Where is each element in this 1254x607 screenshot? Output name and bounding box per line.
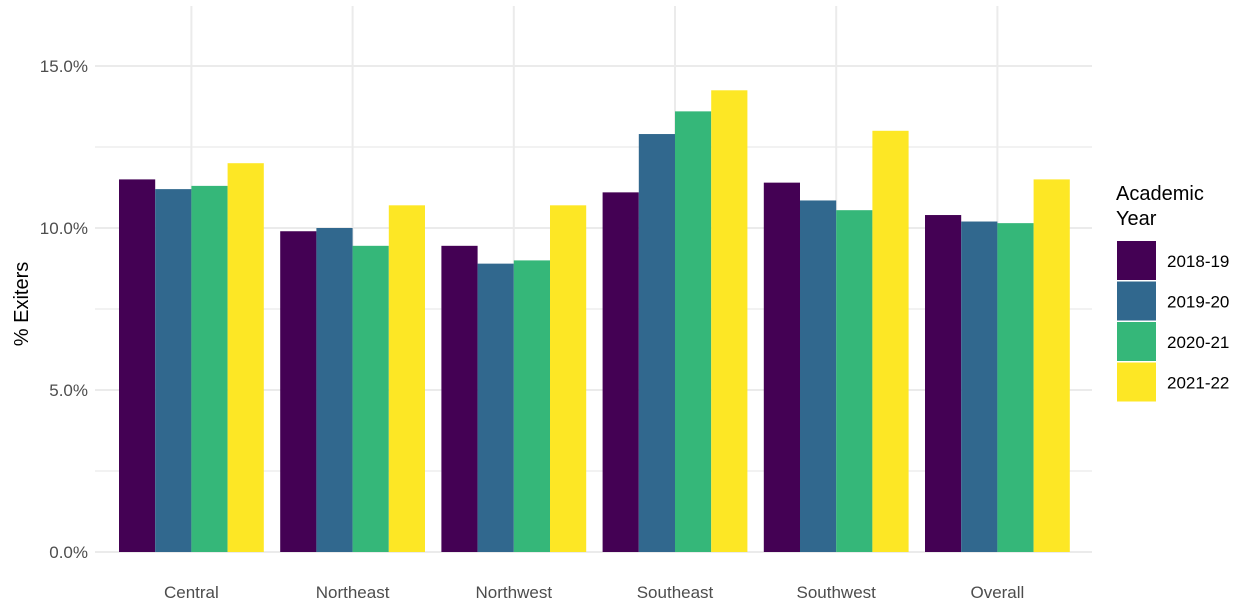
bar-overall-2018-19 bbox=[925, 215, 962, 553]
x-tick-label-central: Central bbox=[164, 583, 219, 602]
bar-northwest-2021-22 bbox=[550, 205, 587, 552]
bar-southwest-2019-20 bbox=[800, 200, 837, 552]
y-axis-title: % Exiters bbox=[11, 262, 33, 346]
legend-title-line-2: Year bbox=[1116, 208, 1157, 230]
y-tick-label: 5.0% bbox=[49, 381, 88, 400]
bar-central-2018-19 bbox=[119, 179, 156, 552]
bar-southeast-2019-20 bbox=[638, 134, 675, 553]
bar-overall-2019-20 bbox=[961, 221, 998, 552]
legend-label-2018-19: 2018-19 bbox=[1167, 252, 1229, 271]
legend-label-2020-21: 2020-21 bbox=[1167, 333, 1229, 352]
bar-overall-2020-21 bbox=[997, 223, 1034, 552]
x-tick-label-overall: Overall bbox=[970, 583, 1024, 602]
bar-northeast-2019-20 bbox=[316, 228, 353, 552]
x-tick-label-southwest: Southwest bbox=[797, 583, 877, 602]
bar-overall-2021-22 bbox=[1033, 179, 1070, 552]
bar-southeast-2021-22 bbox=[711, 90, 748, 553]
bar-southwest-2018-19 bbox=[763, 182, 800, 552]
x-tick-label-northwest: Northwest bbox=[476, 583, 553, 602]
bar-southeast-2018-19 bbox=[602, 192, 639, 553]
bar-northeast-2021-22 bbox=[388, 205, 425, 552]
legend-key-2020-21 bbox=[1117, 322, 1156, 361]
legend-key-2021-22 bbox=[1117, 362, 1156, 402]
y-tick-labels: 0.0% 5.0% 10.0% 15.0% bbox=[40, 57, 88, 562]
y-tick-label: 15.0% bbox=[40, 57, 88, 76]
y-tick-label: 0.0% bbox=[49, 543, 88, 562]
legend-label-2019-20: 2019-20 bbox=[1167, 293, 1229, 312]
bar-northeast-2020-21 bbox=[352, 245, 389, 552]
bar-central-2019-20 bbox=[155, 189, 192, 552]
legend-key-2019-20 bbox=[1117, 281, 1156, 321]
legend-title-line-1: Academic bbox=[1116, 183, 1204, 205]
bar-central-2021-22 bbox=[227, 163, 264, 552]
y-tick-label: 10.0% bbox=[40, 219, 88, 238]
legend-key-2018-19 bbox=[1117, 241, 1156, 280]
x-tick-labels: Central Northeast Northwest Southeast Southw… bbox=[164, 583, 1024, 602]
bar-northwest-2020-21 bbox=[513, 260, 550, 552]
legend-label-2021-22: 2021-22 bbox=[1167, 374, 1229, 393]
bar-southwest-2021-22 bbox=[872, 130, 909, 553]
bar-southeast-2020-21 bbox=[675, 111, 712, 553]
x-tick-label-southeast: Southeast bbox=[637, 583, 714, 602]
bars bbox=[119, 90, 1070, 553]
bar-northwest-2018-19 bbox=[441, 245, 478, 552]
bar-central-2020-21 bbox=[191, 185, 228, 552]
x-tick-label-northeast: Northeast bbox=[316, 583, 390, 602]
bar-northwest-2019-20 bbox=[477, 263, 514, 552]
bar-northeast-2018-19 bbox=[280, 231, 317, 553]
legend: Academic Year 2018-19 2019-20 2020-21 2021-… bbox=[1116, 183, 1229, 402]
bar-southwest-2020-21 bbox=[836, 210, 873, 552]
